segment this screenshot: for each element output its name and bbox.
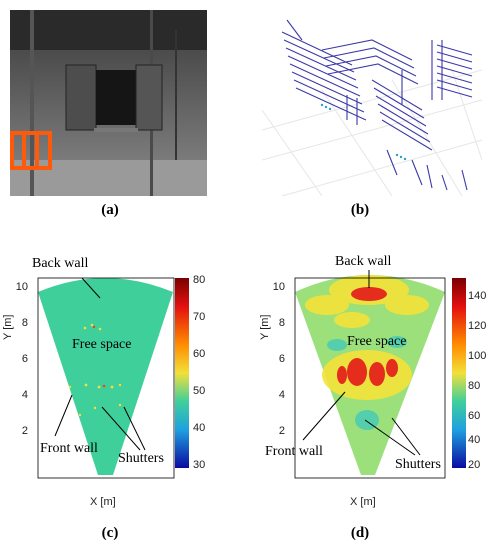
caption-d: (d) [350, 525, 370, 541]
back-wall-label: Back wall [32, 256, 88, 271]
colorbar-tick: 30 [193, 459, 205, 471]
y-tick-label: 4 [279, 389, 285, 401]
front-wall-label: Front wall [265, 444, 323, 459]
shutters-label: Shutters [118, 451, 164, 466]
building-photo [10, 10, 207, 196]
y-tick-label: 4 [22, 389, 28, 401]
y-tick-label: 8 [279, 317, 285, 329]
y-tick-label: 6 [22, 353, 28, 365]
colorbar-tick: 100 [468, 350, 486, 362]
y-tick-label: 10 [16, 281, 28, 293]
colorbar-c [175, 278, 189, 468]
colorbar-tick: 80 [468, 380, 480, 392]
plot-frame-c [37, 277, 175, 479]
caption-b: (b) [350, 202, 370, 218]
colorbar-tick: 140 [468, 290, 486, 302]
front-wall-label: Front wall [40, 441, 98, 456]
colorbar-d [452, 278, 466, 468]
plot-frame-d [294, 277, 446, 479]
y-axis-label-c: Y [m] [2, 314, 14, 340]
shutters-label: Shutters [395, 457, 441, 472]
colorbar-tick: 80 [193, 274, 205, 286]
colorbar-tick: 60 [468, 410, 480, 422]
colorbar-tick: 40 [193, 422, 205, 434]
x-axis-label-d: X [m] [350, 496, 376, 508]
colorbar-tick: 70 [193, 311, 205, 323]
radar-image-c: 10 8 6 4 2 -2 0 2 Back wall Free space F… [0, 250, 245, 493]
colorbar-tick: 120 [468, 320, 486, 332]
y-axis-label-d: Y [m] [259, 314, 271, 340]
colorbar-tick: 20 [468, 459, 480, 471]
y-tick-label: 10 [273, 281, 285, 293]
free-space-label: Free space [347, 334, 406, 349]
x-axis-label-c: X [m] [90, 496, 116, 508]
radar-image-d: 10 8 6 4 2 -2 0 2 Back wall Free space F… [257, 250, 457, 493]
back-wall-label: Back wall [335, 254, 391, 269]
coverage-fan-c [38, 278, 173, 475]
y-tick-label: 8 [22, 317, 28, 329]
caption-a: (a) [101, 202, 119, 218]
caption-c: (c) [101, 525, 119, 541]
y-tick-label: 6 [279, 353, 285, 365]
lidar-point-cloud [261, 10, 483, 197]
y-tick-label: 2 [279, 425, 285, 437]
free-space-label: Free space [72, 337, 131, 352]
colorbar-tick: 40 [468, 434, 480, 446]
colorbar-tick: 60 [193, 348, 205, 360]
colorbar-tick: 50 [193, 385, 205, 397]
y-tick-label: 2 [22, 425, 28, 437]
